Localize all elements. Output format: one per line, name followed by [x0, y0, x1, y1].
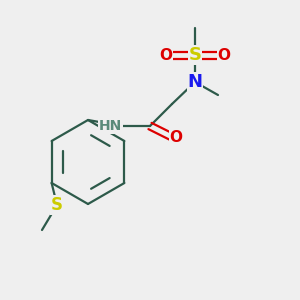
- Text: N: N: [188, 73, 202, 91]
- Text: O: O: [218, 47, 230, 62]
- Text: S: S: [188, 46, 202, 64]
- Text: S: S: [51, 196, 63, 214]
- Text: O: O: [160, 47, 172, 62]
- Text: HN: HN: [99, 119, 122, 133]
- Text: O: O: [169, 130, 182, 146]
